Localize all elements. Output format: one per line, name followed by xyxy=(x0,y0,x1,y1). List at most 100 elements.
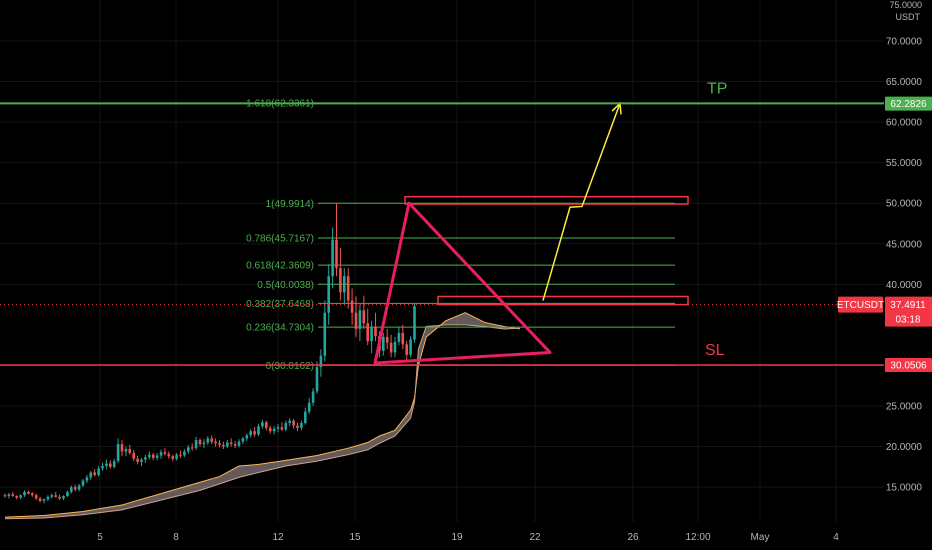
candle-body xyxy=(136,458,139,462)
fib-level-label: 0.5(40.0038) xyxy=(257,280,314,291)
candle-body xyxy=(81,480,85,486)
candle-body xyxy=(366,323,369,342)
candle-body xyxy=(253,431,256,435)
candle-body xyxy=(171,456,174,459)
candle-body xyxy=(38,498,42,501)
candle-body xyxy=(370,326,373,342)
candle-body xyxy=(276,427,280,429)
candle-body xyxy=(261,422,264,427)
candle-body xyxy=(190,447,194,449)
x-tick-label: 4 xyxy=(833,532,839,543)
candle-body xyxy=(323,312,327,356)
tp-sl-lines[interactable]: TP SL xyxy=(0,81,884,366)
sl-price-tag-text: 30.0506 xyxy=(890,361,927,372)
candle-body xyxy=(105,463,108,467)
projection-path[interactable] xyxy=(542,103,621,301)
price-axis[interactable]: 75.0000 USDT 70.0000 65.0000 60.0000 55.000… xyxy=(884,0,932,522)
currency-label[interactable]: USDT xyxy=(896,12,921,22)
candle-body xyxy=(66,491,69,497)
tp-price-tag-bg xyxy=(885,96,932,111)
x-tick-label: 26 xyxy=(627,532,639,543)
candle-body xyxy=(77,485,81,490)
candle-body xyxy=(296,425,299,428)
candle-body xyxy=(42,499,46,501)
sl-annotation: SL xyxy=(705,342,725,359)
y-tick-label: 45.0000 xyxy=(886,239,923,250)
ichimoku-cloud xyxy=(4,312,520,520)
price-axis-background xyxy=(884,0,932,522)
candle-body xyxy=(89,472,93,478)
candle-body xyxy=(3,495,7,497)
candle-body xyxy=(245,435,249,439)
candle-body xyxy=(167,453,171,457)
candle-body xyxy=(401,332,405,345)
candle-body xyxy=(148,454,151,458)
candle-body xyxy=(15,496,18,498)
x-tick-label: 22 xyxy=(529,532,541,543)
x-tick-label: 5 xyxy=(97,532,103,543)
candle-body xyxy=(311,391,315,403)
triangle-pattern[interactable] xyxy=(373,201,552,365)
candle-body xyxy=(7,494,11,497)
candle-body xyxy=(23,491,26,496)
candle-body xyxy=(265,422,268,428)
x-tick-label: 19 xyxy=(451,532,463,543)
candle-body xyxy=(241,438,245,442)
candle-body xyxy=(358,310,362,329)
candle-body xyxy=(120,444,124,452)
candle-body xyxy=(11,494,15,497)
candle-body xyxy=(109,463,112,467)
fib-level-label: 0.236(34.7304) xyxy=(246,323,314,334)
candle-body xyxy=(249,431,252,436)
candle-body xyxy=(128,448,132,454)
candle-body xyxy=(163,452,167,454)
candle-body xyxy=(31,493,34,496)
candle-body xyxy=(179,454,182,456)
candle-body xyxy=(292,420,295,426)
candle-body xyxy=(385,337,389,343)
candle-body xyxy=(132,453,135,459)
candle-body xyxy=(374,326,377,337)
candle-body xyxy=(50,495,54,497)
sl-price-tag-bg xyxy=(885,358,932,373)
candle-body xyxy=(159,452,163,456)
candle-body xyxy=(393,341,397,353)
time-axis[interactable]: 5 8 12 15 19 22 26 12:00 May 4 xyxy=(97,532,839,543)
fib-level-label: 1(49.9914) xyxy=(266,199,314,210)
candle-body xyxy=(93,472,96,475)
symbol-tag-bg xyxy=(838,296,883,313)
resistance-zone[interactable] xyxy=(437,295,689,306)
candle-body xyxy=(27,491,30,494)
candle-body xyxy=(335,239,338,269)
candle-body xyxy=(343,276,346,293)
fib-level-label: 0(30.0162) xyxy=(266,361,314,372)
candle-body xyxy=(382,337,385,351)
candle-body xyxy=(331,239,334,277)
candle-body xyxy=(198,440,202,445)
candle-body xyxy=(315,367,319,392)
price-tags: 62.2826 30.0506 ETCUSDT 37.4911 03:18 xyxy=(837,96,932,373)
resistance-zone[interactable] xyxy=(404,195,689,205)
candle-body xyxy=(405,344,408,355)
candle-body xyxy=(226,442,229,447)
last-price-tag-bg xyxy=(885,296,932,327)
candle-body xyxy=(34,495,38,499)
resistance-zones[interactable] xyxy=(404,195,689,306)
y-tick-label: 50.0000 xyxy=(886,199,923,210)
candle-body xyxy=(237,441,241,446)
candle-body xyxy=(58,496,61,499)
candle-body xyxy=(350,300,354,313)
x-tick-label: 8 xyxy=(173,532,179,543)
candle-body xyxy=(233,444,237,446)
symbol-tag-text: ETCUSDT xyxy=(837,300,884,311)
candle-body xyxy=(183,451,186,456)
candle-body xyxy=(19,495,22,498)
candle-body xyxy=(389,342,393,353)
candle-body xyxy=(268,427,272,432)
x-tick-label: 12 xyxy=(272,532,284,543)
candle-body xyxy=(409,339,412,355)
candle-body xyxy=(70,487,73,492)
candle-body xyxy=(62,496,65,499)
